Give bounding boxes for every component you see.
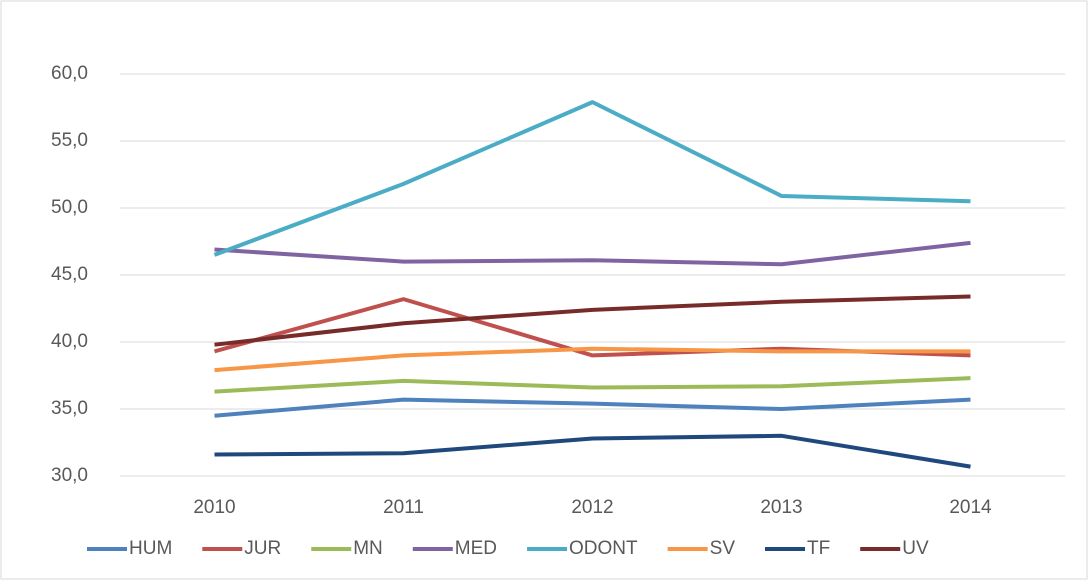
legend-label: MN: [353, 538, 383, 559]
legend-label: HUM: [129, 538, 172, 559]
series-line: [214, 376, 971, 394]
legend-label: ODONT: [569, 538, 638, 559]
series-line: [214, 240, 971, 267]
series-line: [214, 294, 971, 347]
series-line: [214, 433, 971, 469]
series-line: [213, 100, 971, 257]
series-line: [214, 397, 971, 418]
y-tick-label: 30,0: [51, 465, 88, 486]
y-tick-label: 60,0: [51, 63, 88, 84]
legend-label: SV: [710, 538, 736, 559]
legend-label: UV: [902, 538, 929, 559]
y-tick-label: 55,0: [51, 130, 88, 151]
x-tick-label: 2011: [383, 497, 424, 518]
legend-label: TF: [807, 538, 830, 559]
legend-label: MED: [455, 538, 497, 559]
x-tick-label: 2014: [949, 497, 992, 518]
x-tick-label: 2010: [193, 497, 235, 518]
y-tick-label: 35,0: [51, 398, 88, 419]
y-tick-label: 50,0: [51, 197, 88, 218]
legend-label: JUR: [244, 538, 281, 559]
series-line: [214, 346, 971, 373]
y-tick-label: 40,0: [51, 331, 88, 352]
x-tick-label: 2012: [571, 497, 613, 518]
x-tick-label: 2013: [760, 497, 802, 518]
y-tick-label: 45,0: [51, 264, 88, 285]
